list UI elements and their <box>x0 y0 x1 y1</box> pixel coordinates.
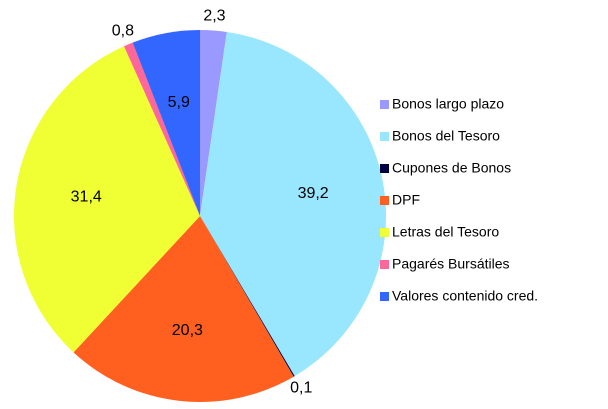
pie-slice <box>13 46 200 353</box>
legend-label: Bonos del Tesoro <box>392 128 500 144</box>
pie-slice <box>200 216 295 377</box>
legend-swatch <box>380 228 389 237</box>
data-label: 2,3 <box>203 8 225 25</box>
legend-label: Pagarés Bursátiles <box>392 256 510 272</box>
legend-swatch <box>380 100 389 109</box>
legend-label: Bonos largo plazo <box>392 96 504 112</box>
data-label: 0,8 <box>112 23 134 40</box>
legend-swatch <box>380 196 389 205</box>
data-label: 20,3 <box>172 322 203 339</box>
legend-label: DPF <box>392 192 420 208</box>
data-label: 0,1 <box>290 380 312 397</box>
legend-swatch <box>380 260 389 269</box>
pie-slice <box>73 216 294 402</box>
pie-slice <box>123 42 200 217</box>
data-label: 39,2 <box>298 185 329 202</box>
legend-swatch <box>380 164 389 173</box>
pie-slice <box>132 30 200 216</box>
legend-swatch <box>380 132 389 141</box>
legend-swatch <box>380 292 389 301</box>
pie-slice <box>200 31 386 377</box>
data-label: 5,9 <box>168 94 190 111</box>
legend-label: Letras del Tesoro <box>392 224 499 240</box>
data-label: 31,4 <box>71 188 102 205</box>
legend-label: Valores contenido cred. <box>392 288 538 304</box>
legend-label: Cupones de Bonos <box>392 160 511 176</box>
pie-slice <box>200 30 227 216</box>
